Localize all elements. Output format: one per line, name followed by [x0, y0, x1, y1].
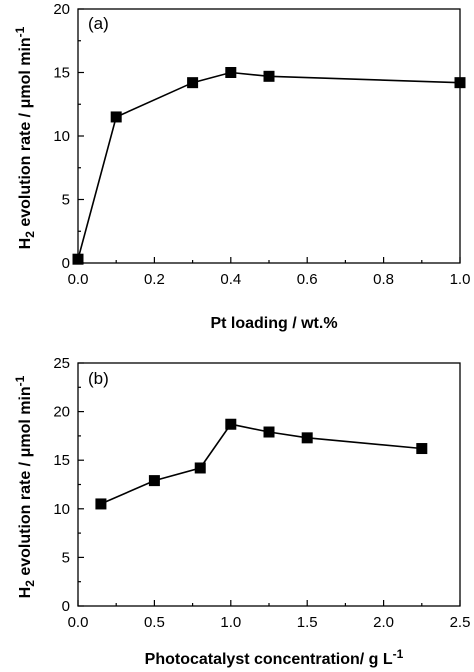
- y-axis-title-a-h: H: [17, 238, 34, 250]
- x-tick-label-b: 0.5: [144, 614, 165, 631]
- x-tick-label-a: 0.0: [68, 271, 89, 288]
- data-point-b: [95, 498, 107, 510]
- data-point-b: [194, 462, 206, 474]
- y-tick-label-a: 15: [53, 65, 70, 82]
- y-tick-label-b: 10: [53, 501, 70, 518]
- data-point-b: [416, 443, 428, 455]
- data-point-a: [187, 77, 199, 89]
- y-tick-label-b: 25: [53, 355, 70, 372]
- data-point-a: [454, 77, 466, 89]
- panel-label-b: (b): [88, 369, 109, 388]
- x-axis-title-b-sup: -1: [393, 647, 404, 661]
- data-point-a: [225, 67, 237, 78]
- x-tick-label-a: 0.6: [297, 271, 318, 288]
- plot-frame-b: [77, 362, 461, 607]
- chart-panel-b: 0.0 0.5 1.0 1.5 2.0 2.5 0 5 10 15 20 25 (b) Photoca…: [13, 355, 470, 668]
- data-point-a: [72, 253, 84, 265]
- plot-frame-a: [77, 8, 461, 264]
- y-axis-title-b-sub: 2: [23, 580, 37, 587]
- y-tick-label-b: 5: [62, 549, 70, 566]
- y-tick-label-a: 0: [62, 255, 70, 272]
- x-tick-label-a: 0.8: [373, 271, 394, 288]
- x-tick-label-a: 0.2: [144, 271, 165, 288]
- y-axis-title-b-sup: -1: [13, 375, 27, 386]
- y-tick-label-b: 15: [53, 452, 70, 469]
- x-tick-label-b: 2.0: [373, 614, 394, 631]
- series-b: [95, 418, 428, 510]
- y-axis-title-a-text: evolution rate / μmol min: [17, 37, 34, 231]
- x-tick-label-a: 0.4: [220, 271, 241, 288]
- x-tick-label-b: 1.5: [297, 614, 318, 631]
- y-axis-title-b: H2 evolution rate / μmol min-1: [13, 375, 37, 598]
- x-axis-title-b: Photocatalyst concentration/ g L-1: [145, 647, 404, 668]
- y-axis-title-a: H2 evolution rate / μmol min-1: [13, 26, 37, 249]
- ticks-a: 0.0 0.2 0.4 0.6 0.8 1.0 0 5 10 15 20: [53, 1, 470, 288]
- y-axis-title-b-text: evolution rate / μmol min: [17, 386, 34, 580]
- x-axis-title-b-text: Photocatalyst concentration/ g L: [145, 651, 393, 668]
- data-point-b: [148, 475, 160, 487]
- y-tick-label-a: 10: [53, 128, 70, 145]
- y-axis-title-a-sup: -1: [13, 26, 27, 37]
- x-tick-label-b: 1.0: [220, 614, 241, 631]
- data-point-b: [301, 432, 313, 444]
- series-line-a: [77, 71, 461, 260]
- y-tick-label-a: 5: [62, 192, 70, 209]
- y-tick-label-b: 20: [53, 404, 70, 421]
- ticks-b: 0.0 0.5 1.0 1.5 2.0 2.5 0 5 10 15 20 25: [53, 355, 470, 631]
- x-axis-title-a: Pt loading / wt.%: [210, 315, 337, 332]
- data-point-b: [263, 426, 275, 438]
- x-tick-label-b: 0.0: [68, 614, 89, 631]
- panel-label-a: (a): [88, 14, 109, 33]
- data-point-a: [263, 70, 275, 82]
- series-line-b: [100, 423, 422, 505]
- data-point-b: [225, 418, 237, 430]
- y-tick-label-b: 0: [62, 598, 70, 615]
- x-tick-label-b: 2.5: [450, 614, 471, 631]
- y-tick-label-a: 20: [53, 1, 70, 18]
- data-point-a: [110, 111, 122, 123]
- series-a: [72, 67, 466, 265]
- x-tick-label-a: 1.0: [450, 271, 471, 288]
- chart-panel-a: 0.0 0.2 0.4 0.6 0.8 1.0 0 5 10 15 20 (a) Pt loadin…: [13, 1, 470, 332]
- y-axis-title-a-sub: 2: [23, 231, 37, 238]
- y-axis-title-b-h: H: [17, 587, 34, 599]
